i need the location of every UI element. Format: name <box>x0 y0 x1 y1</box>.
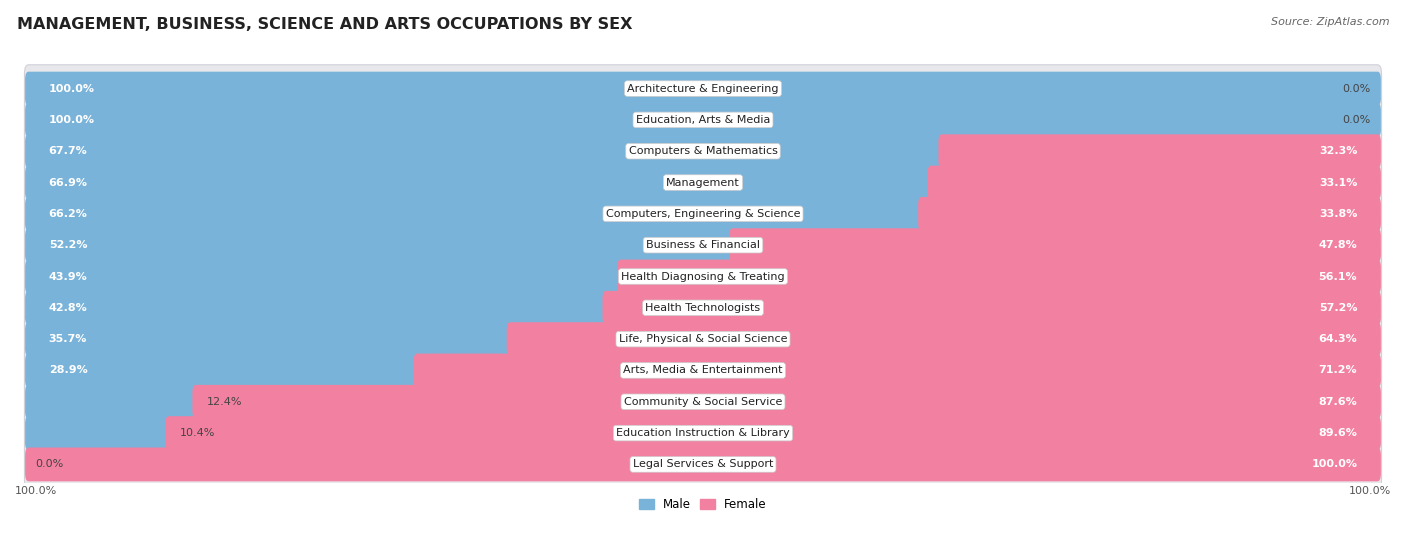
FancyBboxPatch shape <box>24 409 1382 457</box>
FancyBboxPatch shape <box>24 347 1382 394</box>
Text: Business & Financial: Business & Financial <box>645 240 761 250</box>
Text: 100.0%: 100.0% <box>49 115 94 125</box>
FancyBboxPatch shape <box>25 134 945 168</box>
FancyBboxPatch shape <box>24 221 1382 269</box>
Text: 87.6%: 87.6% <box>1319 397 1357 407</box>
Text: 32.3%: 32.3% <box>1319 146 1357 156</box>
FancyBboxPatch shape <box>24 440 1382 488</box>
FancyBboxPatch shape <box>413 353 1381 387</box>
Text: 33.8%: 33.8% <box>1319 209 1357 219</box>
Text: Architecture & Engineering: Architecture & Engineering <box>627 84 779 93</box>
FancyBboxPatch shape <box>25 228 737 262</box>
Text: 0.0%: 0.0% <box>35 459 63 470</box>
FancyBboxPatch shape <box>25 448 1381 481</box>
Text: Legal Services & Support: Legal Services & Support <box>633 459 773 470</box>
FancyBboxPatch shape <box>24 190 1382 238</box>
FancyBboxPatch shape <box>24 159 1382 206</box>
Text: 57.2%: 57.2% <box>1319 303 1357 313</box>
Text: 35.7%: 35.7% <box>49 334 87 344</box>
Text: 33.1%: 33.1% <box>1319 178 1357 187</box>
FancyBboxPatch shape <box>24 253 1382 300</box>
FancyBboxPatch shape <box>25 259 624 293</box>
Text: Health Diagnosing & Treating: Health Diagnosing & Treating <box>621 272 785 282</box>
FancyBboxPatch shape <box>617 259 1381 293</box>
Text: Computers, Engineering & Science: Computers, Engineering & Science <box>606 209 800 219</box>
Text: 67.7%: 67.7% <box>49 146 87 156</box>
FancyBboxPatch shape <box>24 284 1382 331</box>
Text: 12.4%: 12.4% <box>207 397 242 407</box>
Text: 100.0%: 100.0% <box>1312 459 1357 470</box>
Text: Management: Management <box>666 178 740 187</box>
FancyBboxPatch shape <box>24 315 1382 363</box>
FancyBboxPatch shape <box>506 322 1381 356</box>
Text: 10.4%: 10.4% <box>180 428 215 438</box>
Text: 66.2%: 66.2% <box>49 209 87 219</box>
Text: 28.9%: 28.9% <box>49 366 87 376</box>
Text: Community & Social Service: Community & Social Service <box>624 397 782 407</box>
Text: 52.2%: 52.2% <box>49 240 87 250</box>
Text: 100.0%: 100.0% <box>49 84 94 93</box>
Text: 43.9%: 43.9% <box>49 272 87 282</box>
Text: 56.1%: 56.1% <box>1319 272 1357 282</box>
FancyBboxPatch shape <box>166 416 1381 450</box>
Text: MANAGEMENT, BUSINESS, SCIENCE AND ARTS OCCUPATIONS BY SEX: MANAGEMENT, BUSINESS, SCIENCE AND ARTS O… <box>17 17 633 32</box>
FancyBboxPatch shape <box>24 65 1382 112</box>
FancyBboxPatch shape <box>25 103 1381 137</box>
FancyBboxPatch shape <box>25 197 925 231</box>
Text: 71.2%: 71.2% <box>1319 366 1357 376</box>
Text: Source: ZipAtlas.com: Source: ZipAtlas.com <box>1271 17 1389 27</box>
Text: Health Technologists: Health Technologists <box>645 303 761 313</box>
FancyBboxPatch shape <box>25 72 1381 106</box>
FancyBboxPatch shape <box>25 353 422 387</box>
FancyBboxPatch shape <box>603 291 1381 325</box>
Text: 100.0%: 100.0% <box>15 486 58 496</box>
Text: 47.8%: 47.8% <box>1319 240 1357 250</box>
Text: 64.3%: 64.3% <box>1319 334 1357 344</box>
FancyBboxPatch shape <box>928 165 1381 200</box>
Text: 0.0%: 0.0% <box>1343 115 1371 125</box>
FancyBboxPatch shape <box>730 228 1381 262</box>
FancyBboxPatch shape <box>25 291 609 325</box>
FancyBboxPatch shape <box>193 385 1381 419</box>
Text: Education Instruction & Library: Education Instruction & Library <box>616 428 790 438</box>
FancyBboxPatch shape <box>24 378 1382 425</box>
FancyBboxPatch shape <box>24 96 1382 144</box>
Text: 100.0%: 100.0% <box>1348 486 1391 496</box>
FancyBboxPatch shape <box>25 322 513 356</box>
Text: Arts, Media & Entertainment: Arts, Media & Entertainment <box>623 366 783 376</box>
Text: 66.9%: 66.9% <box>49 178 87 187</box>
Legend: Male, Female: Male, Female <box>634 494 772 516</box>
FancyBboxPatch shape <box>918 197 1381 231</box>
Text: Computers & Mathematics: Computers & Mathematics <box>628 146 778 156</box>
FancyBboxPatch shape <box>938 134 1381 168</box>
Text: 89.6%: 89.6% <box>1319 428 1357 438</box>
Text: Life, Physical & Social Science: Life, Physical & Social Science <box>619 334 787 344</box>
FancyBboxPatch shape <box>25 416 172 450</box>
FancyBboxPatch shape <box>25 385 200 419</box>
Text: 42.8%: 42.8% <box>49 303 87 313</box>
Text: Education, Arts & Media: Education, Arts & Media <box>636 115 770 125</box>
Text: 0.0%: 0.0% <box>1343 84 1371 93</box>
FancyBboxPatch shape <box>25 165 935 200</box>
FancyBboxPatch shape <box>24 127 1382 175</box>
